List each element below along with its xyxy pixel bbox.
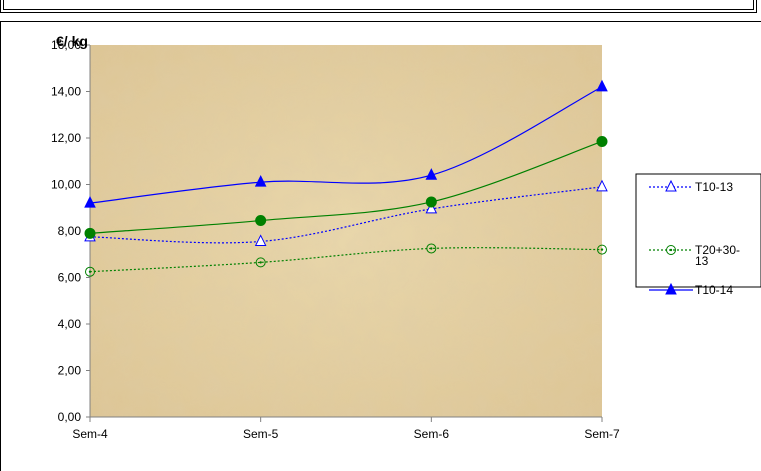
legend-label: T20+30- (695, 243, 740, 257)
data-point-marker (425, 168, 438, 180)
series-layer (84, 79, 608, 277)
axes: 0,00 2,00 4,00 6,00 8,00 10,00 12,00 14,00 16,00… (51, 38, 620, 441)
legend-swatch-marker (665, 282, 677, 295)
data-point-marker-center (259, 261, 262, 264)
legend-label: T10-13 (695, 180, 733, 194)
plot-area-texture (90, 45, 602, 417)
data-point-marker (255, 215, 267, 227)
x-tick-label: Sem-4 (72, 427, 108, 441)
data-point-marker-center (430, 247, 433, 250)
data-point-marker (596, 135, 608, 147)
top-frame-inner (3, 0, 754, 10)
y-axis-label: €/ kg (56, 33, 88, 49)
data-point-marker-center (88, 270, 92, 273)
data-point-marker (84, 195, 96, 208)
series-line (89, 186, 603, 244)
data-point-marker (426, 243, 437, 254)
data-point-marker (425, 201, 438, 214)
chart-frame (0, 21, 761, 471)
y-tick-label: 4,00 (58, 317, 82, 331)
series-line (89, 247, 603, 273)
legend-entry: T20+30-13 (649, 243, 740, 268)
data-point-marker (425, 196, 437, 208)
legend-entry: T10-14 (649, 282, 733, 297)
series-2 (84, 135, 608, 239)
legend-label: T10-14 (695, 283, 733, 297)
y-tick-label: 16,00 (51, 38, 81, 52)
legend-swatch-marker (666, 245, 676, 255)
legend-swatch-marker-center (669, 248, 673, 252)
data-point-marker (254, 234, 267, 246)
y-tick-label: 6,00 (58, 271, 82, 285)
series-3 (84, 79, 608, 208)
top-frame (0, 0, 757, 13)
legend-box (635, 173, 761, 288)
x-tick-label: Sem-6 (414, 427, 450, 441)
data-point-marker-center (600, 248, 604, 251)
legend: T10-13 T20+30-13 T10-14 (649, 179, 740, 297)
data-point-marker (597, 244, 607, 255)
data-point-marker (84, 227, 96, 239)
data-point-marker (254, 175, 267, 187)
series-line (89, 140, 603, 234)
y-tick-label: 0,00 (58, 410, 82, 424)
x-tick-label: Sem-5 (243, 427, 279, 441)
legend-swatch-marker (665, 179, 677, 192)
series-1 (85, 243, 607, 277)
data-point-marker (596, 179, 608, 192)
data-point-marker (596, 79, 608, 92)
x-tick-label: Sem-7 (584, 427, 620, 441)
y-tick-label: 10,00 (51, 178, 81, 192)
y-tick-label: 12,00 (51, 131, 81, 145)
legend-label: 13 (695, 254, 709, 268)
data-point-marker (255, 257, 266, 268)
y-tick-label: 14,00 (51, 85, 81, 99)
y-tick-label: 2,00 (58, 364, 82, 378)
series-line (89, 86, 603, 204)
y-tick-label: 8,00 (58, 224, 82, 238)
data-point-marker (85, 266, 95, 277)
legend-entry: T10-13 (649, 179, 733, 194)
